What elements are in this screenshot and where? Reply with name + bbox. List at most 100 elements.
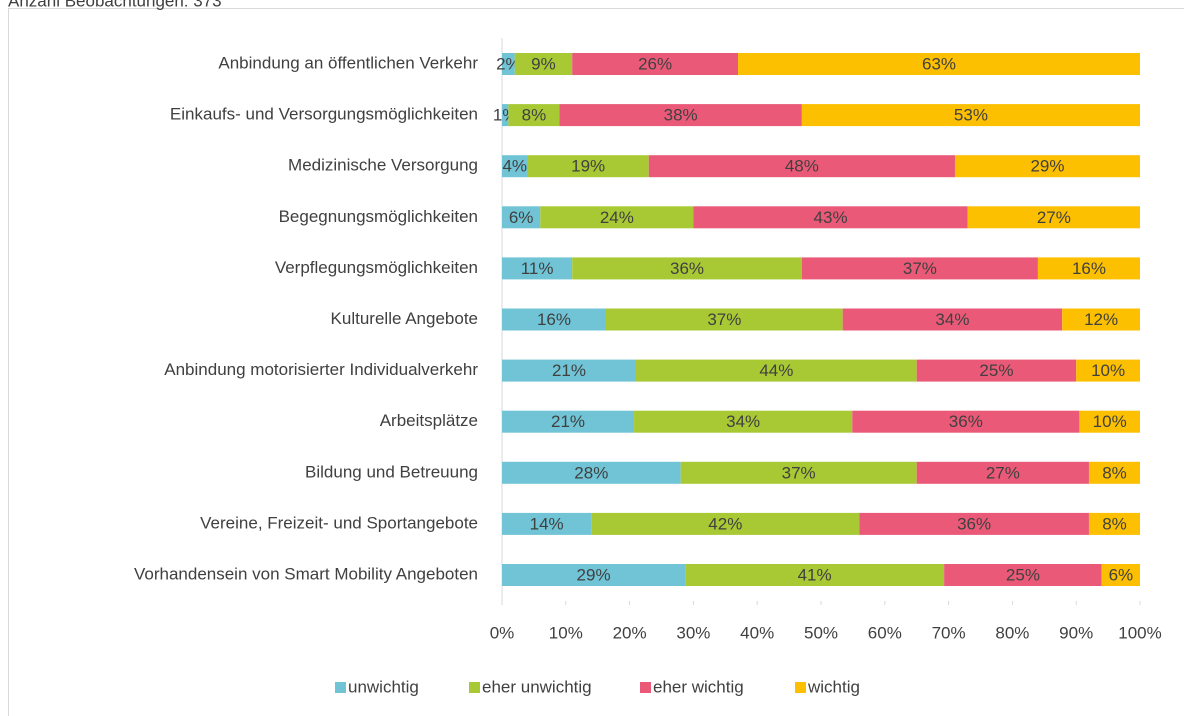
y-tick-label: Verpflegungsmöglichkeiten	[275, 258, 478, 277]
data-label: 36%	[949, 412, 983, 431]
bar-segment	[540, 206, 694, 229]
x-tick-label: 50%	[804, 623, 838, 642]
x-tick-label: 0%	[490, 623, 515, 642]
bar-segment	[559, 104, 802, 127]
data-label: 34%	[935, 310, 969, 329]
bar-segment	[502, 206, 541, 229]
bar-segment	[502, 461, 681, 484]
data-label: 19%	[571, 157, 605, 176]
data-label: 37%	[903, 259, 937, 278]
legend-label: eher wichtig	[653, 677, 744, 696]
bar-segment	[605, 308, 843, 331]
data-label: 10%	[1091, 361, 1125, 380]
bar-segment	[1076, 359, 1140, 382]
chart-border	[8, 8, 1184, 716]
bar-segment	[852, 410, 1080, 433]
x-tick-label: 40%	[740, 623, 774, 642]
data-label: 25%	[979, 361, 1013, 380]
y-tick-label: Arbeitsplätze	[380, 411, 478, 430]
bar-segment	[527, 155, 649, 178]
legend-swatch	[469, 682, 480, 693]
bar-segment	[1088, 512, 1140, 535]
y-tick-label: Vorhandensein von Smart Mobility Angebot…	[134, 564, 478, 583]
bar-segment	[634, 410, 853, 433]
bar-segment	[502, 359, 636, 382]
data-label: 43%	[814, 208, 848, 227]
x-tick-label: 10%	[549, 623, 583, 642]
data-label: 6%	[509, 208, 534, 227]
y-tick-label: Anbindung an öffentlichen Verkehr	[218, 53, 478, 72]
x-tick-label: 90%	[1059, 623, 1093, 642]
bar-segment	[502, 155, 528, 178]
data-label: 9%	[531, 54, 556, 73]
data-label: 29%	[577, 565, 611, 584]
bar-segment	[954, 155, 1140, 178]
bar-segment	[842, 308, 1063, 331]
bar-segment	[635, 359, 917, 382]
data-label: 63%	[922, 54, 956, 73]
data-label: 4%	[502, 157, 527, 176]
bar-segment	[648, 155, 955, 178]
legend-swatch	[335, 682, 346, 693]
y-tick-label: Bildung und Betreuung	[305, 462, 478, 481]
bar-segment	[680, 461, 917, 484]
data-label: 41%	[798, 565, 832, 584]
bar-segment	[916, 359, 1077, 382]
legend-label: unwichtig	[348, 677, 419, 696]
bar-segment	[859, 512, 1089, 535]
data-label: 10%	[1093, 412, 1127, 431]
data-label: 6%	[1109, 565, 1134, 584]
data-label: 21%	[552, 361, 586, 380]
bar-segment	[502, 308, 606, 331]
bar-segment	[1062, 308, 1140, 331]
data-label: 48%	[785, 157, 819, 176]
bar-segment	[502, 410, 635, 433]
data-label: 27%	[1037, 208, 1071, 227]
x-tick-label: 100%	[1118, 623, 1161, 642]
y-tick-label: Vereine, Freizeit- und Sportangebote	[200, 513, 478, 532]
legend-swatch	[795, 682, 806, 693]
data-label: 11%	[521, 259, 554, 278]
data-label: 44%	[759, 361, 793, 380]
bar-segment	[591, 512, 860, 535]
bar-segment	[685, 564, 945, 586]
x-tick-label: 20%	[613, 623, 647, 642]
data-label: 28%	[574, 463, 608, 482]
data-label: 16%	[1072, 259, 1106, 278]
bar-segment	[1079, 410, 1140, 433]
y-tick-label: Begegnungsmöglichkeiten	[279, 207, 478, 226]
legend-swatch	[640, 682, 651, 693]
bar-segment	[1101, 564, 1140, 586]
x-tick-label: 60%	[868, 623, 902, 642]
bar-segment	[916, 461, 1089, 484]
y-tick-label: Einkaufs- und Versorgungsmöglichkeiten	[170, 105, 478, 124]
data-label: 37%	[707, 310, 741, 329]
bar-segment	[502, 53, 515, 75]
bar-segment	[693, 206, 968, 229]
bar-segment	[502, 104, 509, 127]
bar-segment	[502, 257, 573, 280]
data-label: 42%	[708, 514, 742, 533]
y-tick-label: Medizinische Versorgung	[288, 156, 478, 175]
bar-segment	[572, 257, 802, 280]
data-label: 37%	[782, 463, 816, 482]
data-label: 8%	[1102, 463, 1127, 482]
data-label: 14%	[530, 514, 564, 533]
data-label: 53%	[954, 106, 988, 125]
y-tick-label: Anbindung motorisierter Individualverkeh…	[164, 360, 478, 379]
data-label: 16%	[537, 310, 571, 329]
x-tick-label: 70%	[932, 623, 966, 642]
bar-segment	[514, 53, 573, 75]
data-label: 12%	[1084, 310, 1118, 329]
data-label: 36%	[670, 259, 704, 278]
bar-segment	[801, 104, 1140, 127]
bar-segment	[1088, 461, 1140, 484]
bar-segment	[502, 564, 686, 586]
data-label: 8%	[522, 106, 547, 125]
data-label: 26%	[638, 54, 672, 73]
data-label: 21%	[551, 412, 585, 431]
data-label: 8%	[1102, 514, 1127, 533]
bar-segment	[967, 206, 1140, 229]
bar-segment	[738, 53, 1140, 75]
